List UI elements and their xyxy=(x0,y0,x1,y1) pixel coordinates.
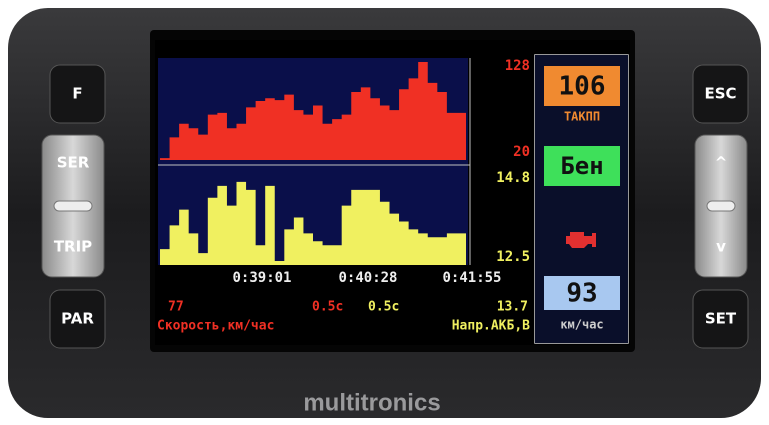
button-label: SET xyxy=(705,310,737,328)
button-label: SER xyxy=(57,154,90,172)
axis-min: 20 xyxy=(513,144,530,160)
interval: 0.5c xyxy=(312,300,343,315)
button-label: TRIP xyxy=(54,238,92,256)
time-label: 0:41:55 xyxy=(442,270,501,286)
button-label: ESC xyxy=(704,85,736,103)
button-label: v xyxy=(716,238,726,256)
brand: multitronics xyxy=(303,389,440,416)
speed-value: 77 xyxy=(168,300,184,315)
speed: 93 xyxy=(566,279,597,309)
axis-max: 14.8 xyxy=(496,170,530,186)
fuel: Бен xyxy=(560,152,603,180)
button-slot xyxy=(707,201,735,211)
voltage-label: Напр.АКБ,В xyxy=(452,319,530,334)
button-label: ^ xyxy=(715,154,728,172)
speed-label: Скорость,км/час xyxy=(157,319,274,334)
device: F SER TRIP PAR ESC ^ v SET 128 20 14.8 12.5 0:39:01 0… xyxy=(0,0,769,425)
time-label: 0:40:28 xyxy=(338,270,397,286)
axis-max: 128 xyxy=(505,58,530,74)
voltage-value: 13.7 xyxy=(497,300,528,315)
gear-temp: 106 xyxy=(559,72,606,102)
gear-temp-label: ТАКПП xyxy=(564,110,600,124)
speed-unit: км/час xyxy=(560,318,603,332)
button-label: PAR xyxy=(61,310,94,328)
interval: 0.5c xyxy=(368,300,399,315)
button-label: F xyxy=(72,85,82,103)
button-slot xyxy=(54,201,92,211)
time-label: 0:39:01 xyxy=(232,270,291,286)
axis-min: 12.5 xyxy=(496,249,530,265)
